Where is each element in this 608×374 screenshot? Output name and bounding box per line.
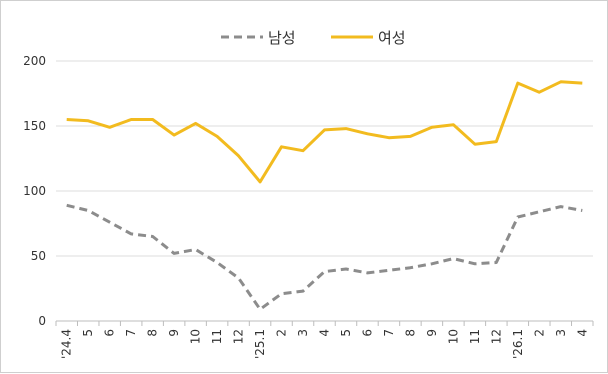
data-point: [173, 134, 176, 137]
data-point: [87, 209, 90, 212]
data-point: [173, 252, 176, 255]
data-point: [581, 209, 584, 212]
data-point: [559, 205, 562, 208]
series-lines: [65, 80, 584, 311]
x-tick-label: 8: [403, 329, 417, 337]
data-point: [409, 135, 412, 138]
data-point: [559, 80, 562, 83]
data-point: [538, 91, 541, 94]
data-point: [473, 262, 476, 265]
legend: 남성 여성: [221, 29, 406, 47]
x-tick-label: 2: [532, 329, 546, 337]
data-point: [387, 136, 390, 139]
x-tick-label: 7: [382, 329, 396, 337]
data-point: [237, 277, 240, 280]
data-point: [538, 210, 541, 213]
data-point: [495, 140, 498, 143]
data-point: [216, 135, 219, 138]
series-line-2: [66, 80, 583, 184]
data-point: [65, 118, 68, 121]
x-tick-label: 6: [103, 329, 117, 337]
data-point: [259, 308, 262, 311]
data-point: [108, 126, 111, 129]
x-tick-label: 3: [554, 329, 568, 337]
x-tick-label: 11: [210, 329, 224, 344]
y-tick-label: 150: [23, 119, 46, 133]
data-point: [194, 122, 197, 125]
data-point: [87, 119, 90, 122]
x-tick-label: 5: [339, 329, 353, 337]
x-tick-label: 5: [81, 329, 95, 337]
data-point: [387, 269, 390, 272]
x-tick-label: 3: [296, 329, 310, 337]
x-tick-label: 4: [575, 329, 589, 337]
y-tick-label: 100: [23, 184, 46, 198]
x-tick-label: 11: [468, 329, 482, 344]
data-point: [151, 118, 154, 121]
x-tick-label: 7: [124, 329, 138, 337]
data-point: [216, 261, 219, 264]
data-point: [280, 292, 283, 295]
legend-label-2: 여성: [378, 29, 406, 47]
data-point: [366, 132, 369, 135]
x-tick-label: '25.1: [253, 329, 267, 359]
data-point: [302, 149, 305, 152]
x-tick-label: 4: [318, 329, 332, 337]
data-point: [65, 204, 68, 207]
data-point: [516, 216, 519, 219]
x-tick-label: 6: [360, 329, 374, 337]
data-point: [430, 126, 433, 129]
x-tick-label: 8: [146, 329, 160, 337]
data-point: [366, 271, 369, 274]
data-point: [452, 257, 455, 260]
data-point: [344, 268, 347, 271]
data-point: [516, 82, 519, 85]
data-point: [430, 262, 433, 265]
data-point: [108, 221, 111, 224]
y-tick-label: 200: [23, 54, 46, 68]
x-tick-label: 12: [489, 329, 503, 344]
data-point: [130, 232, 133, 235]
x-tick-label: 9: [167, 329, 181, 337]
x-tick-label: 2: [275, 329, 289, 337]
data-point: [194, 248, 197, 251]
x-tick-label: '24.4: [60, 329, 74, 359]
data-point: [130, 118, 133, 121]
x-tick-label: 9: [425, 329, 439, 337]
y-tick-label: 0: [38, 314, 46, 328]
data-point: [323, 128, 326, 131]
x-tick-label: 10: [189, 329, 203, 344]
series-line-1: [66, 203, 583, 311]
data-point: [473, 143, 476, 146]
data-point: [409, 266, 412, 269]
data-point: [323, 270, 326, 273]
data-point: [581, 82, 584, 85]
x-tick-label: '26.1: [511, 329, 525, 359]
data-point: [280, 145, 283, 148]
x-tick-label: 12: [232, 329, 246, 344]
data-point: [151, 235, 154, 238]
legend-label-1: 남성: [268, 29, 296, 47]
data-point: [302, 290, 305, 293]
x-tick-label: 10: [446, 329, 460, 344]
data-point: [259, 180, 262, 183]
data-point: [452, 123, 455, 126]
data-point: [237, 154, 240, 157]
data-point: [344, 127, 347, 130]
y-tick-label: 50: [31, 249, 46, 263]
data-point: [495, 261, 498, 264]
